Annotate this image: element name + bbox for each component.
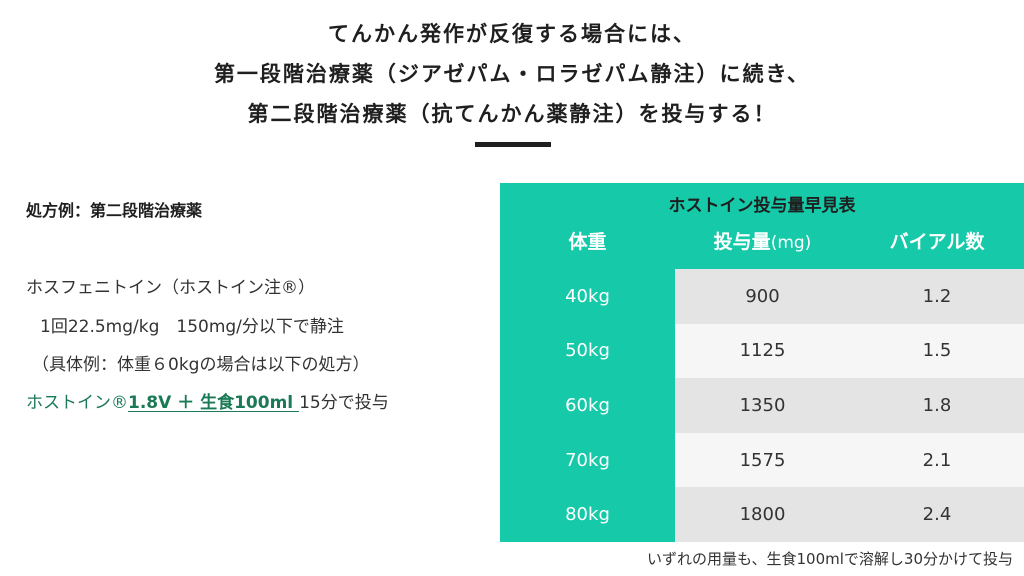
cell-dose: 1125 (675, 323, 850, 379)
rx-drug: ホストイン® (26, 393, 128, 413)
cell-weight: 40kg (500, 269, 675, 324)
heading-line-2: 第一段階治療薬（ジアゼパム・ロラゼパム静注）に続き、 (213, 62, 811, 86)
cell-weight: 70kg (500, 432, 675, 488)
table-footnote: いずれの用量も、生食100mlで溶解し30分かけて投与 (646, 550, 1013, 568)
heading-line-1: てんかん発作が反復する場合には、 (328, 22, 696, 46)
dose-table: ホストイン投与量早見表 体重 投与量(mg) バイアル数 40kg 900 1.… (500, 183, 1024, 542)
col-header-weight: 体重 (568, 231, 607, 253)
rx-rest: 15分で投与 (299, 393, 389, 413)
col-header-dose-label: 投与量 (713, 231, 771, 253)
prescription-line: ホストイン®1.8V ＋ 生食100ml 15分で投与 (26, 388, 389, 413)
cell-dose: 1575 (675, 432, 850, 488)
page-heading: てんかん発作が反復する場合には、 第一段階治療薬（ジアゼパム・ロラゼパム静注）に… (0, 14, 1024, 134)
cell-vials: 1.2 (850, 269, 1024, 324)
table-row: 70kg 1575 2.1 (500, 432, 1024, 488)
cell-dose: 1800 (675, 487, 850, 542)
heading-line-3: 第二段階治療薬（抗てんかん薬静注）を投与する！ (247, 102, 777, 126)
cell-weight: 50kg (500, 323, 675, 379)
col-header-dose: 投与量(mg) (675, 227, 850, 254)
cell-weight: 60kg (500, 378, 675, 433)
cell-vials: 2.4 (850, 487, 1024, 542)
table-row: 50kg 1125 1.5 (500, 323, 1024, 379)
example-note: （具体例：体重６0kgの場合は以下の処方） (32, 355, 370, 375)
cell-weight: 80kg (500, 487, 675, 542)
cell-dose: 1350 (675, 378, 850, 433)
rx-amount: 1.8V ＋ 生食100ml (128, 393, 300, 413)
table-row: 60kg 1350 1.8 (500, 378, 1024, 433)
table-row: 40kg 900 1.2 (500, 269, 1024, 324)
drug-name: ホスフェニトイン（ホストイン注®） (26, 278, 315, 298)
table-header: ホストイン投与量早見表 体重 投与量(mg) バイアル数 (500, 183, 1024, 269)
prescription-label: 処方例：第二段階治療薬 (26, 201, 203, 220)
cell-dose: 900 (675, 269, 850, 324)
cell-vials: 2.1 (850, 432, 1024, 488)
cell-vials: 1.8 (850, 378, 1024, 433)
table-title: ホストイン投与量早見表 (668, 196, 856, 216)
dose-instruction: 1回22.5mg/kg 150mg/分以下で静注 (40, 317, 344, 337)
cell-vials: 1.5 (850, 323, 1024, 379)
col-header-vials: バイアル数 (889, 231, 985, 253)
table-row: 80kg 1800 2.4 (500, 487, 1024, 542)
col-header-dose-unit: (mg) (770, 233, 812, 253)
heading-divider (475, 142, 551, 147)
